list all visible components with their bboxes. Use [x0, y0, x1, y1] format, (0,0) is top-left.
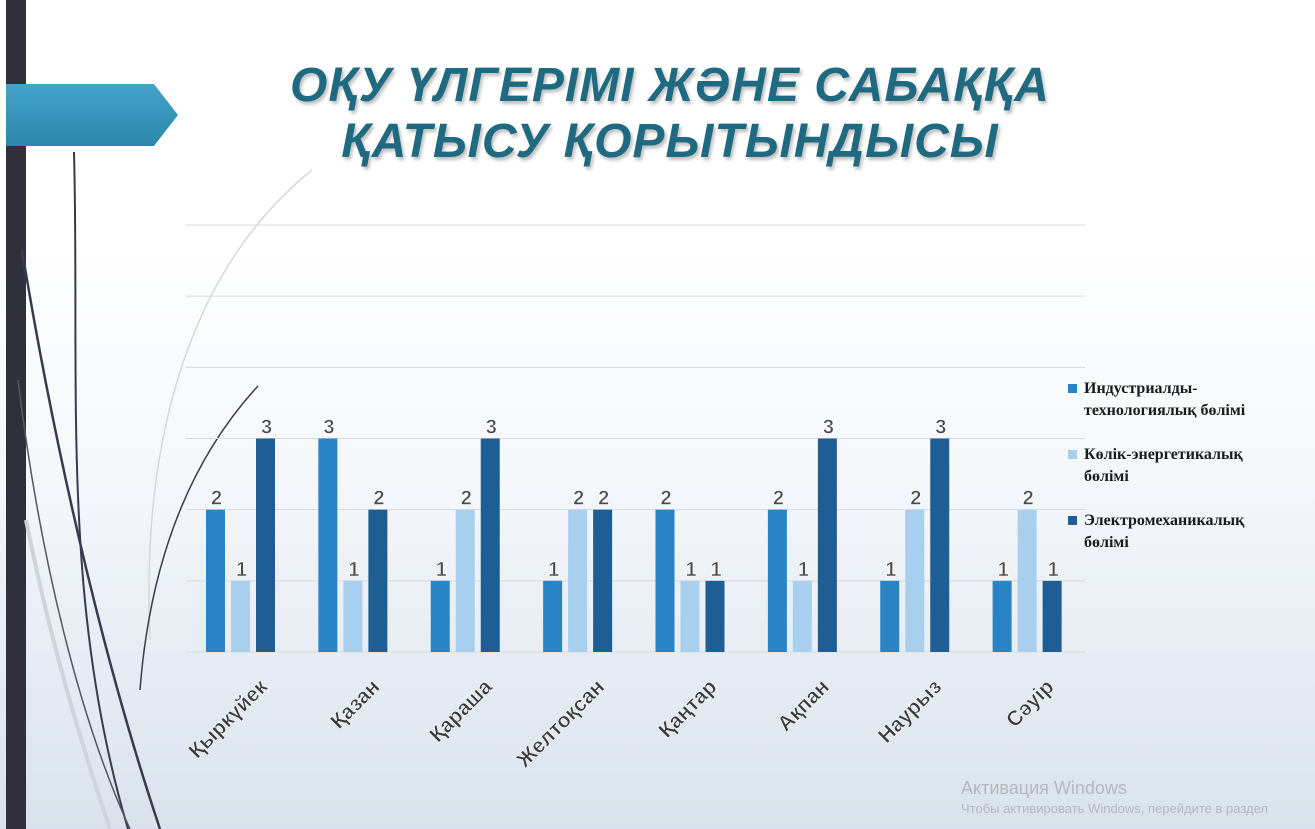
deco-curve-3	[17, 379, 131, 829]
data-label: 2	[910, 488, 921, 510]
category-label: Қаңтар	[654, 675, 721, 742]
bar	[343, 580, 363, 652]
data-label: 2	[660, 488, 671, 510]
data-label: 3	[261, 417, 272, 439]
bar	[368, 509, 388, 652]
data-label: 1	[885, 559, 896, 581]
bar	[817, 438, 837, 652]
bar	[680, 580, 700, 652]
legend-swatch-industrial	[1068, 384, 1077, 393]
bar	[543, 580, 563, 652]
legend-item-transport: Көлік-энергетикалық бөлімі	[1068, 444, 1308, 488]
data-label: 3	[323, 417, 334, 439]
bar	[593, 509, 613, 652]
bar	[705, 580, 725, 652]
category-label: Ақпан	[773, 675, 834, 736]
legend-item-industrial: Индустриалды-технологиялық бөлімі	[1068, 378, 1308, 422]
data-label: 1	[548, 559, 559, 581]
legend-label-electromechanical: Электромеханикалық бөлімі	[1084, 512, 1245, 551]
deco-curve-6	[139, 385, 259, 691]
bar	[455, 509, 475, 652]
deco-curve-4	[24, 519, 112, 829]
data-label: 2	[211, 488, 222, 510]
bar	[206, 509, 225, 652]
data-label: 1	[348, 559, 359, 581]
data-label: 1	[710, 559, 721, 581]
bar	[767, 509, 787, 652]
category-label: Сәуір	[1002, 675, 1059, 732]
data-label: 1	[685, 559, 696, 581]
category-label: Желтоқсан	[512, 675, 609, 772]
deco-curve-2	[20, 249, 162, 829]
watermark-title: Активация Windows	[961, 778, 1127, 798]
arrow-tab	[6, 84, 178, 146]
bar	[992, 580, 1012, 652]
data-label: 2	[373, 488, 384, 510]
bar	[480, 438, 500, 652]
data-label: 1	[436, 559, 447, 581]
data-label: 2	[598, 488, 609, 510]
data-label: 1	[236, 559, 247, 581]
legend-item-electromechanical: Электромеханикалық бөлімі	[1068, 510, 1308, 554]
data-label: 1	[998, 559, 1009, 581]
category-labels: Қыркүйек Қазан Қараша Желтоқсан Қаңтар Ақпан Н…	[184, 675, 1059, 773]
category-label: Қараша	[425, 675, 497, 747]
legend-swatch-transport	[1068, 450, 1077, 459]
legend-label-transport: Көлік-энергетикалық бөлімі	[1084, 446, 1243, 485]
bar	[1017, 509, 1037, 652]
bar	[792, 580, 812, 652]
bar	[655, 509, 675, 652]
deco-curve-1	[73, 151, 129, 829]
left-accent-bar	[6, 0, 26, 829]
data-label: 3	[935, 417, 946, 439]
category-label: Қазан	[326, 675, 384, 733]
bar	[256, 438, 275, 652]
title-line-2: ҚАТЫСУ ҚОРЫТЫНДЫСЫ	[341, 115, 999, 168]
data-label: 1	[1048, 559, 1059, 581]
category-label: Қыркүйек	[184, 675, 272, 763]
bar	[430, 580, 450, 652]
legend-label-industrial: Индустриалды-технологиялық бөлімі	[1084, 380, 1246, 419]
bars	[206, 438, 1062, 652]
bar	[568, 509, 588, 652]
deco-curve-5	[148, 169, 313, 641]
windows-activation-watermark: Активация Windows Чтобы активировать Win…	[961, 777, 1268, 819]
data-label: 1	[798, 559, 809, 581]
data-label: 2	[773, 488, 784, 510]
legend-swatch-electromechanical	[1068, 516, 1077, 525]
data-label: 2	[1023, 488, 1034, 510]
data-label: 2	[461, 488, 472, 510]
data-label: 3	[486, 417, 497, 439]
bar	[930, 438, 950, 652]
bar	[880, 580, 900, 652]
data-label: 3	[823, 417, 834, 439]
category-label: Наурыз	[874, 675, 946, 747]
slide-title: ОҚУ ҮЛГЕРІМІ ЖӘНЕ САБАҚҚА ҚАТЫСУ ҚОРЫТЫН…	[230, 58, 1110, 170]
data-label: 2	[573, 488, 584, 510]
bar	[318, 438, 338, 652]
bar	[231, 580, 250, 652]
watermark-subtitle: Чтобы активировать Windows, перейдите в …	[961, 801, 1268, 816]
bar	[905, 509, 925, 652]
bar	[1042, 580, 1062, 652]
chart-legend: Индустриалды-технологиялық бөлімі Көлік-…	[1068, 378, 1308, 576]
title-line-1: ОҚУ ҮЛГЕРІМІ ЖӘНЕ САБАҚҚА	[290, 59, 1050, 112]
